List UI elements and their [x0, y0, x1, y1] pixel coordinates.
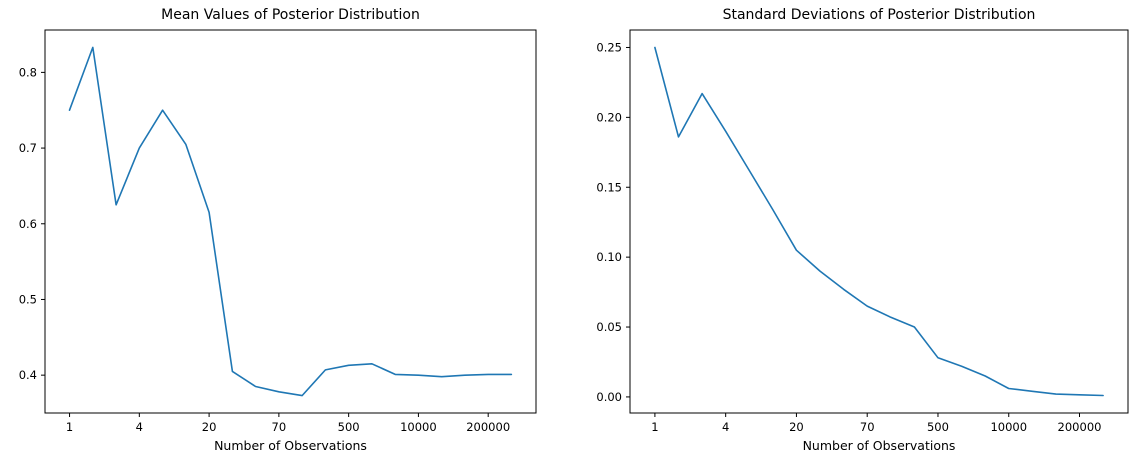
x-tick-label: 1 — [651, 420, 658, 434]
mean-values-plot: 1 4 20 70 500 10000 200000 0.4 0.5 0.6 0.7 0.8 — [19, 29, 537, 434]
y-tick-label: 0.10 — [596, 250, 622, 264]
chart-mean-values: Mean Values of Posterior Distribution 1 4… — [19, 7, 537, 453]
axes-box — [44, 29, 537, 414]
y-tick-label: 0.4 — [19, 368, 37, 382]
y-tick-label: 0.25 — [596, 40, 622, 54]
x-tick-label: 20 — [789, 420, 804, 434]
x-tick-label: 500 — [338, 420, 360, 434]
x-tick-label: 10000 — [990, 420, 1027, 434]
x-tick-label: 1 — [66, 420, 73, 434]
posterior-mean-line — [68, 46, 513, 397]
x-axis-label-mean: Number of Observations — [214, 438, 367, 453]
x-tick-label: 200000 — [1058, 420, 1102, 434]
y-tick-label: 0.8 — [19, 65, 37, 79]
y-tick-label: 0.05 — [596, 320, 622, 334]
x-tick-label: 4 — [136, 420, 143, 434]
standard-deviations-plot: 1 4 20 70 500 10000 200000 0.00 0.05 0.10 0.15 0.20… — [596, 29, 1129, 434]
x-tick-label: 200000 — [466, 420, 510, 434]
y-tick-label: 0.7 — [19, 141, 37, 155]
y-tick-label: 0.20 — [596, 110, 622, 124]
x-axis-label-std: Number of Observations — [802, 438, 956, 453]
x-tick-label: 4 — [722, 420, 729, 434]
chart-standard-deviations: Standard Deviations of Posterior Distrib… — [568, 0, 1136, 471]
y-tick-label: 0.6 — [19, 217, 37, 231]
axes-box — [629, 29, 1129, 414]
y-tick-label: 0.5 — [19, 292, 37, 306]
posterior-std-line — [654, 46, 1104, 397]
x-tick-label: 500 — [927, 420, 949, 434]
y-tick-label: 0.00 — [596, 390, 622, 404]
y-tick-label: 0.15 — [596, 180, 622, 194]
chart-title-mean: Mean Values of Posterior Distribution — [161, 7, 420, 23]
x-tick-label: 70 — [272, 420, 287, 434]
x-tick-label: 10000 — [400, 420, 437, 434]
x-tick-label: 20 — [202, 420, 217, 434]
chart-title-std: Standard Deviations of Posterior Distrib… — [722, 7, 1036, 23]
x-tick-label: 70 — [860, 420, 875, 434]
